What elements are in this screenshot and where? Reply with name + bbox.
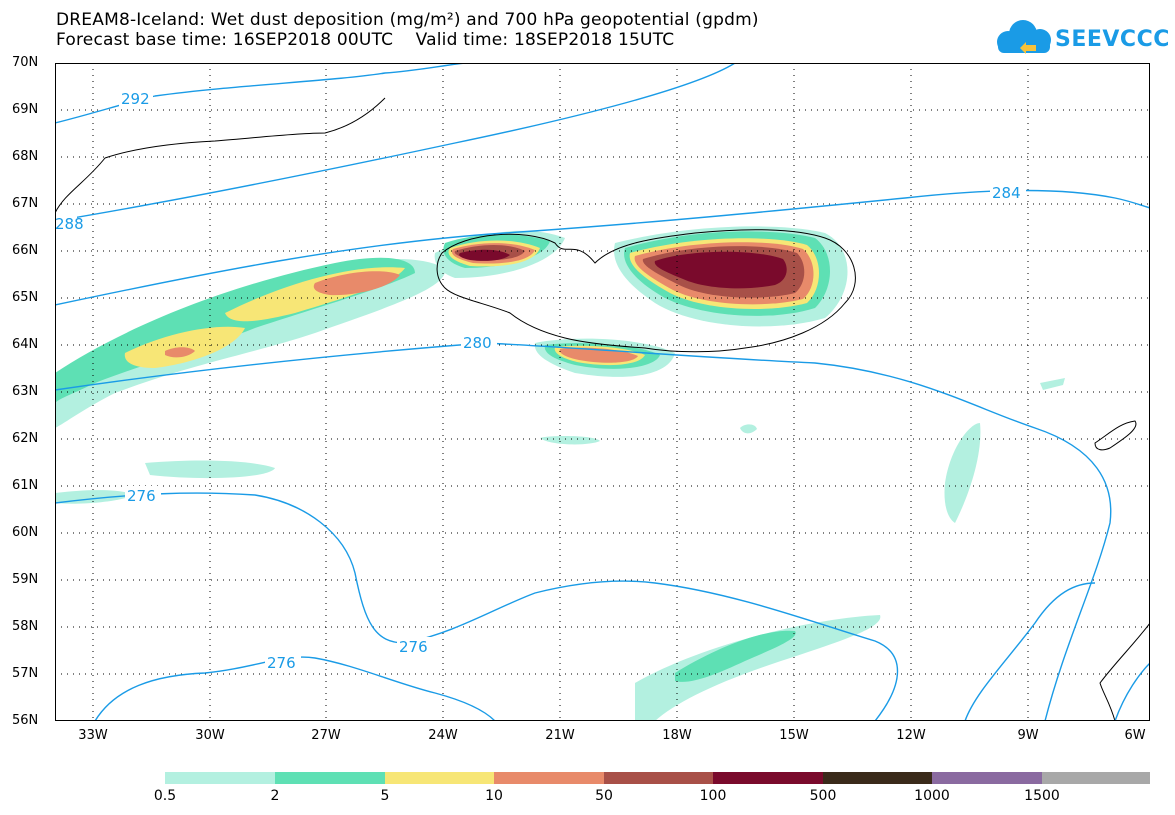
legend-label: 50 (595, 788, 613, 804)
lat-label: 63N (12, 384, 39, 399)
legend-swatch (713, 772, 823, 784)
contour-label: 292 (121, 90, 150, 108)
lat-label: 60N (12, 525, 39, 540)
map-title: DREAM8-Iceland: Wet dust deposition (mg/… (56, 10, 759, 30)
lat-label: 56N (12, 713, 39, 728)
legend-label: 100 (699, 788, 727, 804)
contour-label: 276 (399, 638, 428, 656)
geopotential-contours (55, 63, 1150, 721)
legend-label: 1500 (1024, 788, 1060, 804)
lat-label: 68N (12, 149, 39, 164)
legend-colorbar (165, 772, 1150, 784)
legend-swatch (165, 772, 275, 784)
lon-label: 24W (428, 728, 458, 743)
coastline (55, 97, 1150, 721)
lat-label: 62N (12, 431, 39, 446)
legend-label: 5 (380, 788, 390, 804)
lon-label: 6W (1124, 728, 1146, 743)
contour-label: 280 (463, 334, 492, 352)
legend-swatch (604, 772, 713, 784)
legend-swatch (494, 772, 604, 784)
contour-label: 288 (55, 215, 84, 233)
lat-label: 70N (12, 55, 39, 70)
lat-label: 58N (12, 619, 39, 634)
lat-label: 64N (12, 337, 39, 352)
lon-label: 30W (195, 728, 225, 743)
lat-label: 57N (12, 666, 39, 681)
forecast-times: Forecast base time: 16SEP2018 00UTC Vali… (56, 30, 675, 50)
lat-label: 69N (12, 102, 39, 117)
legend-label: 1000 (914, 788, 950, 804)
lon-label: 27W (311, 728, 341, 743)
dust-shading-100 (459, 249, 787, 289)
contour-label: 276 (267, 654, 296, 672)
legend-label: 0.5 (153, 788, 177, 804)
map-frame (55, 63, 1150, 721)
logo-text: SEEVCCC (1055, 27, 1170, 52)
lat-label: 66N (12, 243, 39, 258)
lon-label: 33W (78, 728, 108, 743)
cloud-icon (997, 20, 1051, 54)
legend-label: 10 (485, 788, 503, 804)
contour-label: 276 (127, 487, 156, 505)
lon-label: 12W (896, 728, 926, 743)
lat-label: 65N (12, 290, 39, 305)
lon-label: 21W (545, 728, 575, 743)
legend-label: 500 (809, 788, 837, 804)
lon-label: 15W (779, 728, 809, 743)
lat-label: 67N (12, 196, 39, 211)
legend-label: 2 (270, 788, 280, 804)
contour-label: 284 (992, 184, 1021, 202)
legend-swatch (823, 772, 932, 784)
lon-label: 9W (1017, 728, 1039, 743)
lat-label: 61N (12, 478, 39, 493)
legend-swatch (1042, 772, 1150, 784)
legend-swatch (275, 772, 385, 784)
graticule (55, 63, 1150, 721)
map-plot: 292 288 284 280 276 276 276 (55, 63, 1150, 721)
lat-label: 59N (12, 572, 39, 587)
legend-swatch (385, 772, 494, 784)
lon-label: 18W (662, 728, 692, 743)
legend-swatch (932, 772, 1042, 784)
